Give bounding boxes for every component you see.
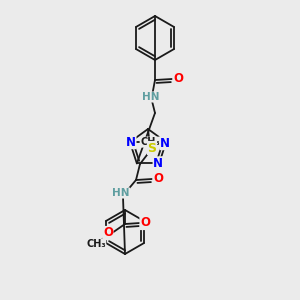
Text: CH₃: CH₃ — [86, 239, 106, 249]
Text: CH₃: CH₃ — [140, 137, 160, 147]
Text: N: N — [126, 136, 136, 148]
Text: O: O — [173, 73, 183, 85]
Text: N: N — [153, 157, 163, 170]
Text: O: O — [103, 226, 113, 239]
Text: O: O — [153, 172, 163, 185]
Text: O: O — [140, 217, 150, 230]
Text: S: S — [148, 142, 157, 154]
Text: N: N — [160, 136, 170, 150]
Text: HN: HN — [112, 188, 130, 198]
Text: HN: HN — [142, 92, 160, 102]
